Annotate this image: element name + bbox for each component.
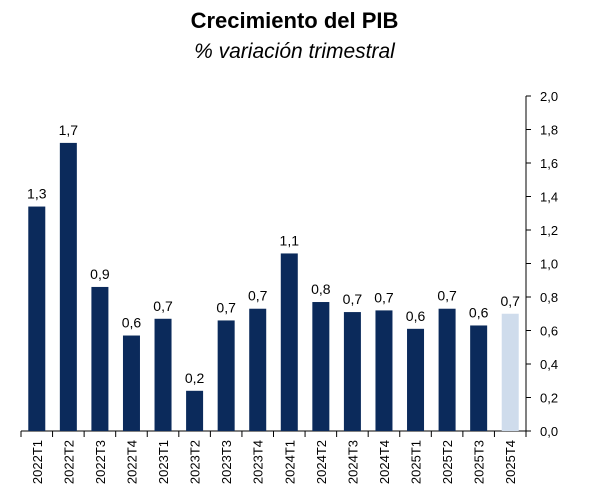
y-tick-label: 0,6 bbox=[540, 324, 558, 339]
x-tick-label: 2023T4 bbox=[251, 440, 266, 484]
data-label: 0,7 bbox=[216, 299, 236, 315]
bar-2023T4 bbox=[249, 308, 267, 431]
x-tick-label: 2023T1 bbox=[156, 440, 171, 484]
x-tick-label: 2025T2 bbox=[440, 440, 455, 484]
bar-2023T2 bbox=[186, 390, 204, 431]
x-tick-label: 2024T4 bbox=[377, 440, 392, 484]
x-tick-label: 2024T1 bbox=[282, 440, 297, 484]
data-label: 1,1 bbox=[280, 232, 300, 248]
bar-2025T3 bbox=[470, 325, 488, 431]
y-tick-label: 1,2 bbox=[540, 223, 558, 238]
data-label: 1,7 bbox=[59, 122, 79, 138]
data-label: 0,2 bbox=[185, 370, 205, 386]
x-tick-label: 2022T1 bbox=[30, 440, 45, 484]
data-label: 0,6 bbox=[122, 315, 142, 331]
bar-2022T3 bbox=[91, 286, 109, 431]
y-tick-label: 1,6 bbox=[540, 156, 558, 171]
bar-2023T3 bbox=[217, 320, 235, 431]
x-tick-label: 2024T2 bbox=[314, 440, 329, 484]
chart-subtitle: % variación trimestral bbox=[194, 40, 395, 63]
y-tick-label: 0,4 bbox=[540, 357, 558, 372]
bar-2025T1 bbox=[407, 328, 425, 431]
x-tick-label: 2023T2 bbox=[188, 440, 203, 484]
bar-2022T2 bbox=[59, 142, 77, 431]
bar-2022T1 bbox=[28, 206, 46, 431]
y-tick-label: 0,8 bbox=[540, 290, 558, 305]
data-label: 0,9 bbox=[90, 266, 110, 282]
data-label: 0,7 bbox=[343, 291, 363, 307]
data-label: 0,7 bbox=[437, 288, 457, 304]
x-tick-label: 2022T4 bbox=[124, 440, 139, 484]
data-label: 0,7 bbox=[374, 289, 394, 305]
data-label: 1,3 bbox=[27, 186, 47, 202]
y-tick-label: 1,4 bbox=[540, 190, 558, 205]
data-label: 0,7 bbox=[500, 293, 520, 309]
bar-2024T1 bbox=[280, 253, 298, 431]
data-label: 0,7 bbox=[248, 288, 268, 304]
x-tick-label: 2024T3 bbox=[345, 440, 360, 484]
bar-2024T2 bbox=[312, 302, 330, 431]
bar-2024T3 bbox=[343, 312, 361, 431]
x-tick-label: 2023T3 bbox=[219, 440, 234, 484]
data-label: 0,8 bbox=[311, 281, 331, 297]
bar-2024T4 bbox=[375, 310, 393, 431]
y-tick-label: 0,0 bbox=[540, 424, 558, 439]
y-tick-label: 0,2 bbox=[540, 391, 558, 406]
data-label: 0,6 bbox=[406, 308, 426, 324]
y-tick-label: 1,8 bbox=[540, 123, 558, 138]
x-tick-label: 2022T3 bbox=[93, 440, 108, 484]
data-label: 0,6 bbox=[469, 304, 489, 320]
y-tick-label: 1,0 bbox=[540, 257, 558, 272]
x-tick-label: 2025T3 bbox=[472, 440, 487, 484]
data-label: 0,7 bbox=[153, 298, 173, 314]
y-tick-label: 2,0 bbox=[540, 89, 558, 104]
bar-2023T1 bbox=[154, 318, 172, 431]
bar-2025T4 bbox=[501, 313, 519, 431]
chart-title: Crecimiento del PIB bbox=[190, 8, 399, 33]
x-tick-label: 2025T4 bbox=[503, 440, 518, 484]
x-tick-label: 2025T1 bbox=[409, 440, 424, 484]
bar-2022T4 bbox=[122, 335, 140, 431]
x-tick-label: 2022T2 bbox=[61, 440, 76, 484]
bar-2025T2 bbox=[438, 308, 456, 431]
